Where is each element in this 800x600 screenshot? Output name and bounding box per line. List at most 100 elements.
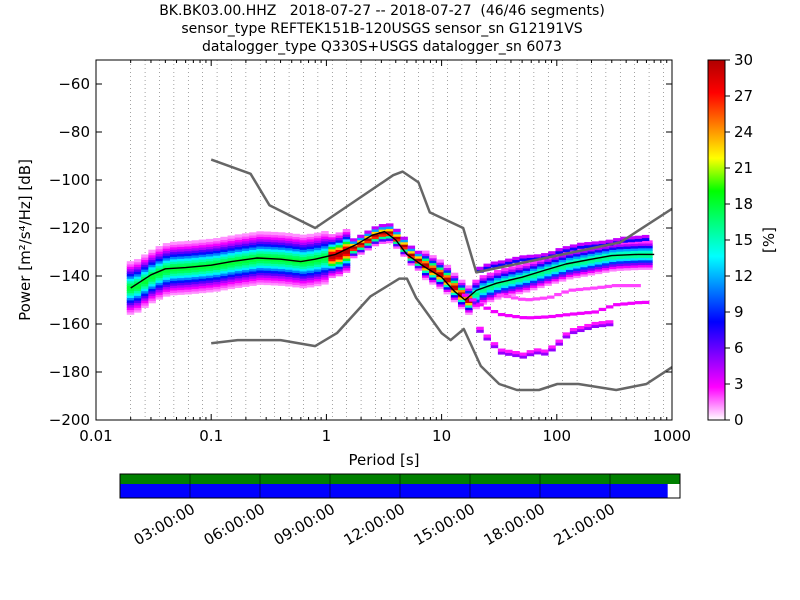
psd-cell [551,278,560,282]
psd-cell [133,273,142,277]
psd-cell [335,237,344,241]
psd-cell [457,303,466,307]
psd-cell [184,272,192,276]
psd-cell [169,256,178,260]
psd-cell [378,228,387,233]
psd-cell [609,246,617,250]
psd-cell [205,248,214,252]
psd-mode-cell [548,348,556,352]
psd-cell [241,247,250,251]
psd-cell [443,288,452,293]
psd-cell [321,269,329,273]
psd-cell [191,266,200,270]
psd-mode-cell [605,239,614,243]
psd-cell [249,249,257,253]
psd-cell [213,266,221,271]
psd-cell [270,267,279,272]
psd-cell [263,238,272,242]
psd-cell [450,299,459,303]
psd-cell [184,262,192,266]
psd-cell [421,260,430,264]
psd-cell [270,234,279,238]
psd-cell [609,261,617,265]
psd-cell [234,253,243,257]
psd-cell [270,255,279,260]
psd-cell [299,239,308,243]
psd-cell [443,269,452,273]
psd-cell [191,283,200,287]
psd-cell [191,259,200,263]
psd-cell [263,274,272,278]
psd-cell [501,292,509,296]
psd-cell [177,246,185,250]
psd-cell [162,250,171,254]
psd-cell [277,256,286,260]
psd-cell [637,242,646,246]
psd-mode-cell [598,240,607,244]
psd-cell [249,273,257,277]
psd-cell [407,245,416,249]
psd-cell [306,267,315,271]
psd-cell [270,253,279,257]
x-tick-label: 1 [322,427,332,445]
psd-cell [191,245,200,249]
psd-cell [285,264,293,268]
psd-cell [645,264,653,268]
colorbar-tick-label: 12 [734,267,753,285]
psd-cell [299,270,308,274]
psd-cell [249,282,257,286]
psd-cell [249,246,257,250]
psd-cell [349,255,358,259]
x-tick-label: 1000 [653,427,691,445]
psd-cell [270,243,279,248]
psd-cell [141,266,149,270]
psd-cell [349,243,358,247]
psd-cell [241,233,250,237]
psd-cell [285,254,293,258]
psd-cell [241,278,250,283]
psd-cell [285,237,293,241]
psd-cell [565,259,574,263]
psd-cell [205,272,214,276]
psd-cell [565,269,574,273]
psd-cell [529,279,538,284]
psd-mode-cell [591,321,599,326]
psd-cell [205,246,214,250]
psd-cell [378,226,387,230]
psd-cell [385,237,394,241]
psd-cell [313,266,322,270]
psd-cell [256,233,264,237]
psd-mode-cell [577,325,585,330]
psd-cell [213,264,221,268]
psd-mode-cell [634,238,643,242]
psd-cell [335,270,344,274]
psd-cell [213,278,221,283]
psd-cell [385,230,394,234]
psd-cell [299,263,308,267]
psd-cell [277,232,286,236]
psd-cell [342,257,351,261]
psd-mode-cell [526,350,535,354]
psd-cell [429,259,437,264]
psd-cell [609,268,617,272]
psd-cell [292,262,300,266]
psd-mode-cell [497,263,506,267]
psd-cell [263,272,272,276]
psd-cell [321,276,329,280]
psd-cell [241,242,250,247]
psd-cell [169,284,178,289]
psd-cell [450,294,459,298]
psd-cell [457,289,466,293]
psd-cell [335,265,344,270]
psd-cell [263,281,272,286]
psd-cell [321,271,329,275]
psd-cell [184,240,192,245]
psd-cell [256,245,264,249]
psd-cell [169,289,178,293]
psd-cell [155,246,164,250]
psd-cell [234,267,243,272]
psd-cell [407,262,416,266]
psd-cell [623,260,632,264]
psd-mode-cell [569,247,578,251]
psd-cell [292,279,300,283]
